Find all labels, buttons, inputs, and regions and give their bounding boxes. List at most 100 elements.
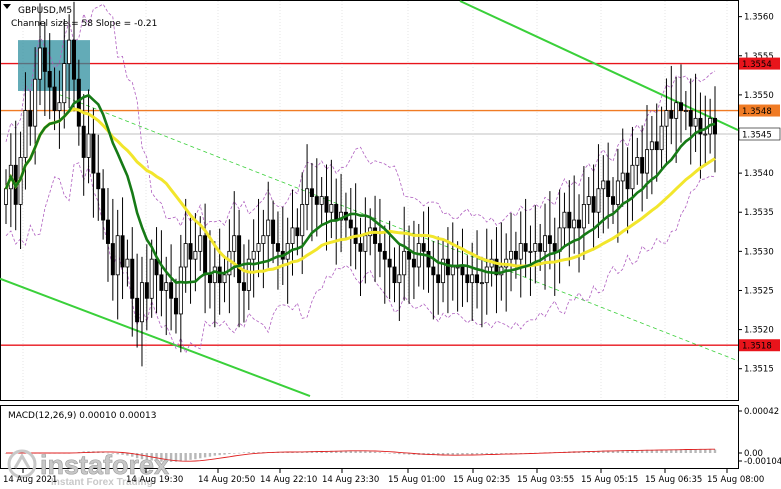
macd-histogram-bar [451, 453, 454, 456]
macd-histogram-bar [480, 453, 484, 455]
x-tick-label: 14 Aug 23:30 [322, 475, 379, 485]
channel-label: Channel size = 58 Slope = -0.21 [11, 19, 157, 29]
y-tick-label: 1.3560 [744, 13, 774, 23]
macd-histogram-bar [388, 453, 391, 454]
candle-body [275, 243, 280, 252]
channel-upper-line [459, 0, 739, 131]
candle-body [635, 157, 640, 166]
chart-title: GBPUSD,M5 [18, 6, 72, 16]
candle-body [465, 274, 470, 284]
candle-body [577, 219, 582, 229]
candle-body [135, 297, 140, 323]
candle-body [241, 282, 246, 291]
candle-body [198, 235, 203, 252]
fast-moving-average-line [4, 93, 716, 284]
candle-body [683, 110, 688, 112]
macd-histogram-bar [116, 453, 119, 455]
candle-body [232, 235, 237, 252]
macd-histogram-bar [631, 450, 634, 453]
candle-body [445, 258, 450, 276]
candle-body [547, 235, 552, 244]
macd-histogram-bar [257, 452, 260, 453]
macd-histogram-bar [184, 453, 187, 461]
candle-body [470, 274, 475, 284]
candle-body [251, 250, 256, 260]
macd-histogram-bar [514, 453, 518, 454]
candle-body [130, 258, 135, 299]
dropdown-arrow-icon[interactable] [3, 4, 11, 9]
candle-body [431, 266, 436, 276]
macd-histogram-bar [335, 450, 338, 453]
macd-histogram-bar [470, 453, 474, 455]
candle-body [67, 39, 72, 64]
macd-histogram-bar [621, 450, 624, 453]
candle-body [450, 266, 455, 276]
macd-histogram-bar [446, 453, 450, 456]
candle-body [615, 180, 620, 205]
macd-histogram-bar [490, 453, 493, 455]
candle-body [601, 180, 606, 190]
macd-histogram-bar [301, 451, 304, 453]
macd-histogram-bar [689, 449, 692, 453]
macd-histogram-bar [660, 449, 663, 453]
candle-body [669, 110, 674, 119]
slow-moving-average-line [4, 107, 716, 274]
candle-body [319, 196, 324, 205]
candle-body [271, 219, 276, 244]
x-tick-label: 14 Aug 20:50 [198, 475, 255, 485]
candle-body [159, 274, 164, 291]
instaforex-logo-mark [13, 453, 31, 469]
price-level-tag [739, 104, 780, 117]
macd-histogram-bar [495, 453, 498, 454]
candle-body [581, 204, 586, 229]
candle-body [586, 196, 591, 205]
macd-histogram-bar [684, 449, 688, 453]
candle-body [81, 125, 86, 158]
candle-body [334, 204, 339, 221]
macd-y-tick-label: 0.00 [744, 449, 763, 459]
macd-histogram-bar [679, 449, 683, 453]
candle-body [620, 172, 625, 182]
macd-histogram-bar [475, 453, 479, 455]
candle-body [188, 243, 193, 260]
candle-body [533, 243, 538, 252]
watermark-tagline: Instant Forex Trading [51, 477, 153, 488]
macd-histogram-bar [364, 451, 367, 453]
channel-middle-line [59, 94, 739, 362]
candle-body [178, 266, 183, 315]
x-tick-label: 15 Aug 08:00 [707, 475, 764, 485]
candle-body [212, 266, 217, 284]
macd-histogram-bar [165, 453, 168, 462]
y-tick-label: 1.3540 [744, 169, 774, 179]
candle-body [52, 86, 57, 111]
main-plot-frame [0, 0, 739, 401]
macd-histogram-bar [213, 453, 217, 456]
macd-histogram-bar [713, 449, 717, 453]
candle-body [382, 250, 387, 260]
candle-body [494, 258, 499, 276]
candle-body [513, 250, 518, 260]
macd-histogram-bar [606, 450, 610, 453]
macd-histogram-bar [466, 453, 469, 455]
macd-signal-line [6, 448, 715, 462]
macd-histogram-bar [320, 450, 323, 453]
candle-body [713, 117, 718, 135]
candle-body [105, 219, 110, 244]
candle-body [348, 219, 353, 229]
macd-histogram-bar [106, 452, 110, 454]
candle-body [426, 250, 431, 268]
macd-histogram-bar [339, 450, 343, 453]
candle-body [679, 102, 684, 111]
y-tick-label: 1.3515 [744, 365, 774, 375]
macd-label: MACD(12,26,9) 0.00010 0.00013 [8, 411, 157, 421]
macd-histogram-bar [126, 453, 129, 456]
candle-body [217, 266, 222, 284]
candle-body [528, 250, 533, 253]
macd-histogram-bar [602, 450, 605, 453]
candle-body [693, 117, 698, 127]
macd-histogram-bar [592, 450, 595, 453]
x-tick-label: 14 Aug 2021 [3, 475, 57, 485]
macd-histogram-bar [461, 453, 464, 455]
macd-histogram-bar [135, 453, 139, 459]
